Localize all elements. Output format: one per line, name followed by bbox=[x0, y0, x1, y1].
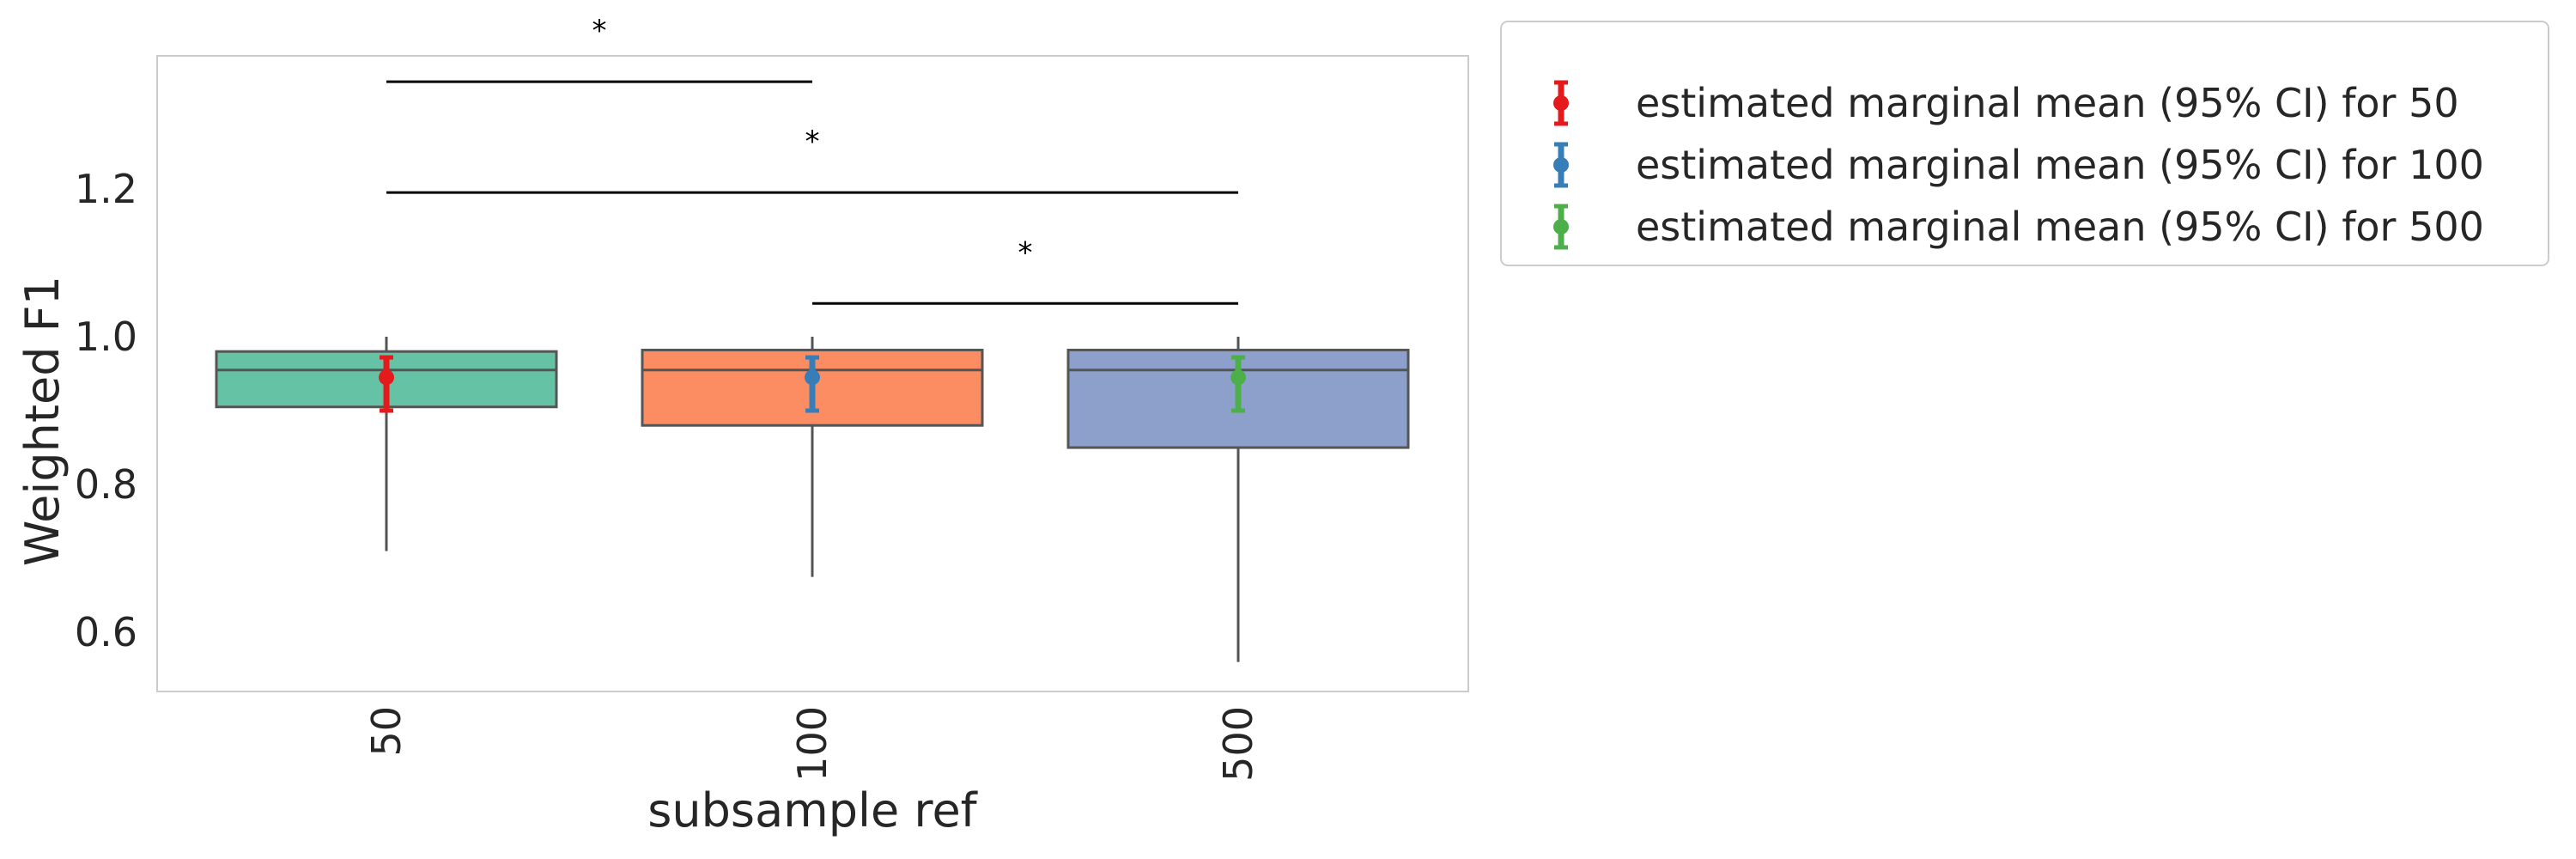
mean-point bbox=[805, 369, 820, 386]
x-tick-label: 100 bbox=[789, 706, 835, 782]
legend-items: estimated marginal mean (95% CI) for 50 e… bbox=[1553, 80, 2484, 250]
legend-marker-point bbox=[1553, 219, 1569, 235]
legend-frame bbox=[1500, 21, 2549, 266]
legend: estimated marginal mean (95% CI) for 50 e… bbox=[1500, 21, 2549, 266]
legend-label: estimated marginal mean (95% CI) for 50 bbox=[1636, 80, 2459, 126]
chart-marks: 0.6 0.8 1.0 1.2 50 100 500 * * * bbox=[75, 14, 1410, 782]
legend-label: estimated marginal mean (95% CI) for 100 bbox=[1636, 142, 2484, 188]
y-axis-title: Weighted F1 bbox=[15, 276, 70, 566]
significance-label: * bbox=[592, 14, 607, 48]
mean-point bbox=[379, 369, 394, 386]
legend-marker-point bbox=[1553, 157, 1569, 173]
y-tick-label: 1.0 bbox=[75, 314, 137, 360]
y-tick-label: 1.2 bbox=[75, 166, 137, 212]
legend-marker-point bbox=[1553, 95, 1569, 111]
y-tick-label: 0.6 bbox=[75, 609, 137, 655]
significance-label: * bbox=[1018, 235, 1033, 270]
x-tick-label: 50 bbox=[363, 706, 410, 757]
legend-label: estimated marginal mean (95% CI) for 500 bbox=[1636, 204, 2484, 250]
x-tick-label: 500 bbox=[1215, 706, 1261, 782]
mean-point bbox=[1230, 369, 1246, 386]
x-axis-title: subsample ref bbox=[647, 783, 978, 838]
significance-label: * bbox=[805, 125, 820, 159]
y-tick-label: 0.8 bbox=[75, 461, 137, 508]
